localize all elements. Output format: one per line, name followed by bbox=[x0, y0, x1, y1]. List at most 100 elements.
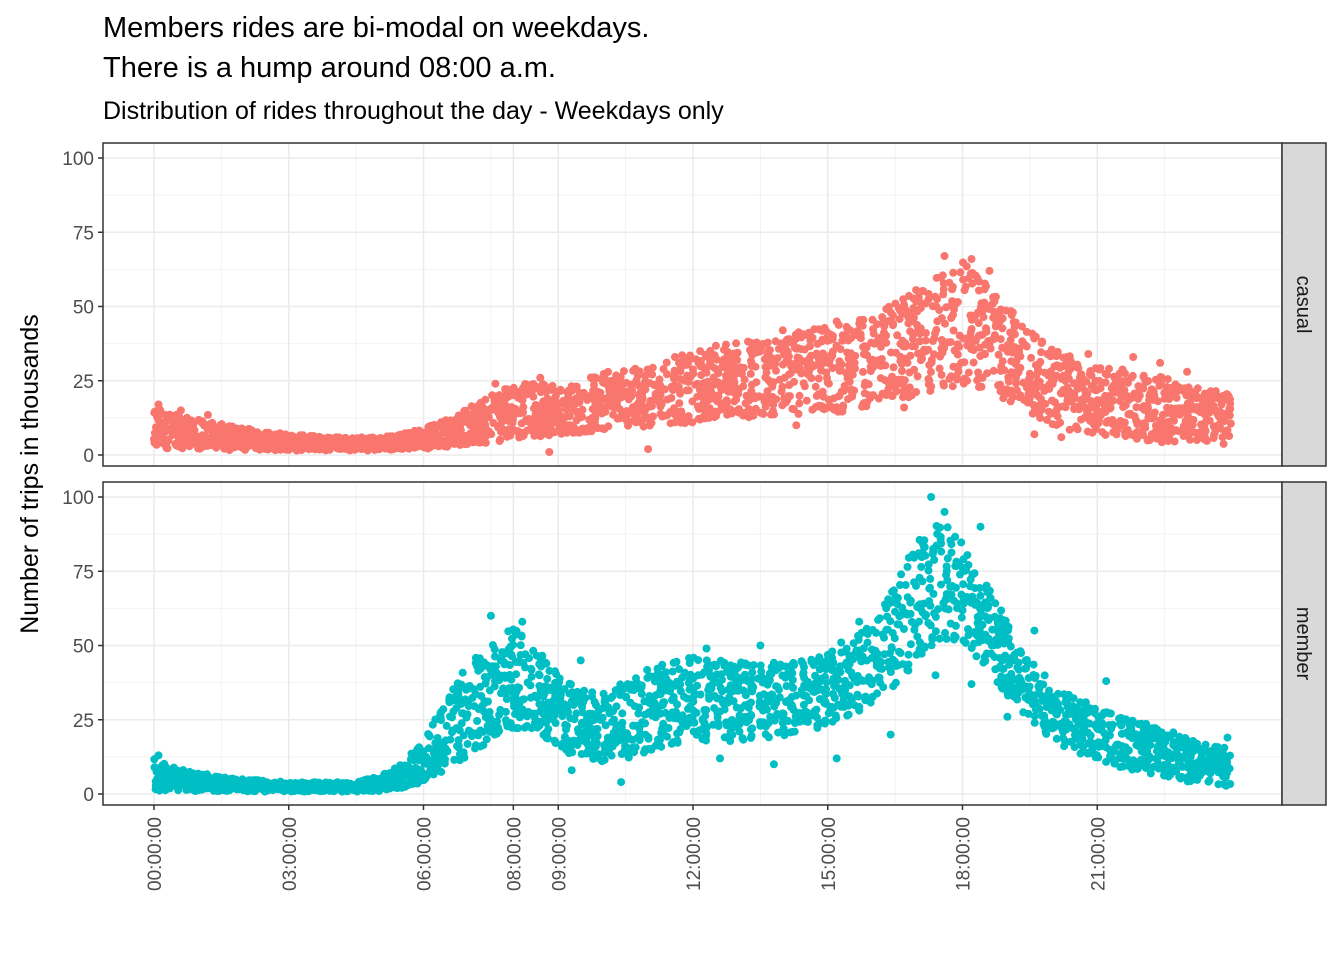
data-point bbox=[1112, 740, 1121, 749]
data-point bbox=[667, 382, 676, 391]
data-point bbox=[991, 322, 1000, 331]
data-point bbox=[797, 369, 806, 378]
data-point bbox=[639, 380, 648, 389]
data-point bbox=[887, 348, 895, 357]
data-point bbox=[880, 376, 889, 385]
data-point bbox=[497, 689, 505, 698]
data-point bbox=[522, 426, 531, 435]
data-point-outlier bbox=[545, 448, 554, 456]
data-point bbox=[967, 644, 976, 653]
data-point bbox=[1219, 439, 1228, 448]
data-point bbox=[935, 364, 944, 373]
data-point bbox=[916, 304, 925, 313]
data-point bbox=[379, 772, 388, 781]
chart-title-line-1: Members rides are bi-modal on weekdays. bbox=[103, 12, 650, 44]
data-point bbox=[843, 711, 852, 720]
data-point bbox=[521, 650, 530, 659]
data-point bbox=[899, 393, 907, 402]
data-point bbox=[680, 376, 689, 385]
data-point bbox=[650, 381, 659, 390]
data-point bbox=[989, 366, 998, 375]
data-point-outlier bbox=[176, 406, 185, 415]
data-point bbox=[680, 692, 688, 701]
data-point bbox=[959, 275, 968, 284]
data-point bbox=[1042, 703, 1051, 711]
data-point bbox=[1139, 384, 1148, 393]
data-point bbox=[1014, 368, 1023, 377]
data-point bbox=[437, 716, 445, 725]
data-point bbox=[214, 433, 223, 442]
data-point bbox=[1013, 695, 1022, 704]
data-point bbox=[719, 359, 727, 368]
data-point bbox=[869, 325, 878, 334]
data-point bbox=[896, 306, 904, 315]
data-point bbox=[873, 689, 882, 698]
data-point bbox=[951, 532, 960, 541]
data-point bbox=[509, 425, 518, 434]
data-point bbox=[635, 703, 644, 712]
data-point bbox=[1205, 408, 1214, 417]
data-point bbox=[616, 376, 625, 385]
data-point bbox=[883, 612, 892, 621]
data-point bbox=[790, 727, 799, 736]
data-point bbox=[941, 319, 949, 328]
data-point bbox=[975, 383, 983, 392]
data-point bbox=[609, 728, 618, 737]
data-point bbox=[368, 437, 376, 446]
data-point bbox=[928, 302, 937, 311]
data-point bbox=[810, 325, 819, 334]
data-point bbox=[1126, 410, 1135, 419]
data-point bbox=[164, 435, 173, 444]
data-point bbox=[795, 391, 804, 400]
data-point bbox=[160, 418, 169, 427]
data-point bbox=[517, 632, 526, 641]
data-point bbox=[684, 412, 693, 421]
data-point bbox=[941, 628, 949, 637]
data-point bbox=[826, 354, 835, 363]
data-point bbox=[473, 717, 482, 725]
data-point bbox=[1197, 420, 1206, 429]
data-point bbox=[710, 408, 719, 417]
data-point bbox=[1024, 383, 1033, 392]
data-point bbox=[1056, 705, 1065, 714]
data-point bbox=[682, 386, 691, 395]
data-point bbox=[566, 714, 575, 723]
data-point bbox=[913, 320, 921, 329]
data-point bbox=[934, 605, 943, 614]
data-point bbox=[1103, 417, 1112, 426]
data-point bbox=[481, 432, 490, 441]
data-point bbox=[663, 395, 672, 404]
data-point bbox=[529, 646, 538, 655]
data-point bbox=[1225, 411, 1234, 420]
data-point bbox=[1086, 367, 1095, 376]
data-point bbox=[1070, 405, 1079, 414]
data-point-outlier bbox=[644, 445, 653, 454]
data-point bbox=[1218, 433, 1227, 442]
data-point bbox=[810, 709, 819, 718]
chart-subtitle: Distribution of rides throughout the day… bbox=[103, 97, 724, 125]
data-point bbox=[164, 425, 173, 434]
data-point-outlier bbox=[203, 410, 212, 419]
data-point bbox=[1054, 689, 1063, 698]
data-point bbox=[545, 417, 554, 426]
data-point bbox=[610, 715, 618, 724]
data-point bbox=[859, 315, 868, 324]
data-point bbox=[990, 612, 999, 621]
data-point bbox=[1007, 669, 1016, 678]
data-point bbox=[1045, 407, 1053, 416]
data-point bbox=[960, 358, 969, 367]
data-point bbox=[172, 419, 181, 428]
data-point bbox=[179, 431, 188, 440]
data-point bbox=[875, 673, 884, 682]
data-point bbox=[998, 324, 1007, 333]
data-point bbox=[953, 350, 962, 359]
data-point bbox=[666, 419, 675, 428]
data-point bbox=[717, 405, 726, 414]
data-point bbox=[756, 721, 765, 730]
data-point bbox=[714, 718, 722, 727]
data-point bbox=[1225, 432, 1234, 440]
data-point bbox=[974, 319, 983, 327]
data-point bbox=[996, 387, 1005, 396]
data-point bbox=[939, 285, 948, 294]
data-point bbox=[1198, 426, 1207, 435]
